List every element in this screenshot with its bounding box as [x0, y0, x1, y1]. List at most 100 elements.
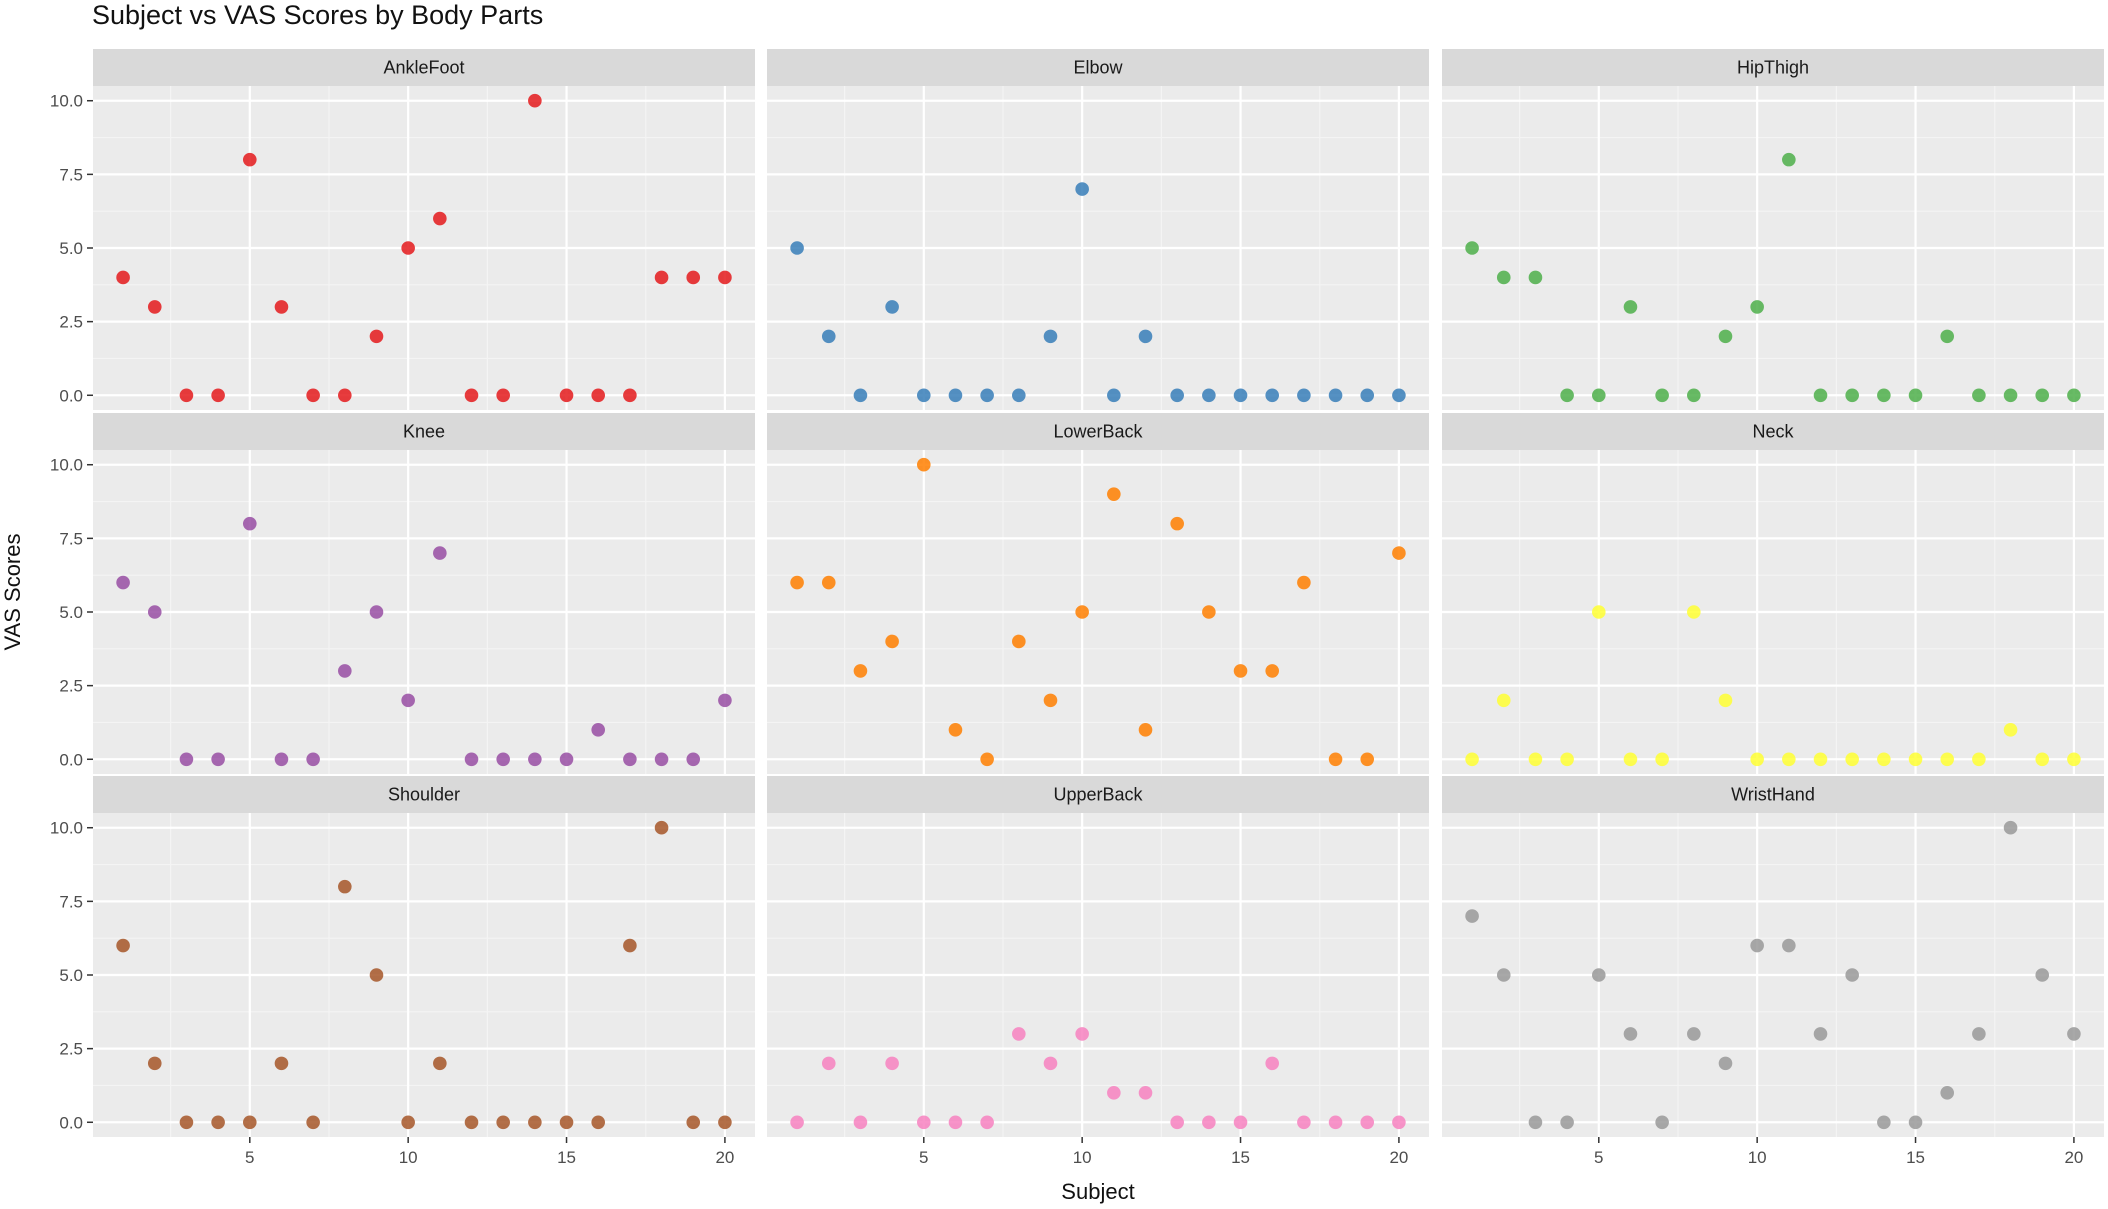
data-point-hipthigh — [1782, 152, 1796, 167]
data-point-wristhand — [1940, 1086, 1955, 1100]
data-point-shoulder — [718, 1115, 732, 1130]
data-point-hipthigh — [1972, 388, 1986, 403]
data-point-shoulder — [654, 820, 669, 835]
data-point-wristhand — [1687, 1027, 1701, 1041]
data-point-wristhand — [1750, 938, 1764, 953]
data-point-shoulder — [242, 1115, 257, 1130]
data-point-lowerback — [1392, 546, 1406, 560]
y-tick-label: 7.5 — [59, 892, 83, 911]
facet-label-anklefoot: AnkleFoot — [383, 58, 464, 78]
data-point-knee — [559, 752, 574, 767]
data-point-knee — [433, 546, 447, 560]
facet-strip-wristhand — [1442, 776, 2104, 813]
data-point-hipthigh — [2003, 388, 2018, 403]
y-tick-label: 7.5 — [59, 165, 83, 184]
data-point-neck — [2035, 752, 2050, 767]
data-point-knee — [623, 752, 637, 767]
data-point-wristhand — [1465, 909, 1479, 923]
data-point-neck — [1908, 752, 1923, 767]
data-point-upperback — [885, 1056, 899, 1071]
data-point-neck — [1750, 752, 1764, 767]
data-point-knee — [306, 752, 320, 767]
data-point-shoulder — [147, 1056, 162, 1071]
data-point-shoulder — [338, 879, 352, 894]
data-point-upperback — [1012, 1027, 1026, 1041]
x-tick-label: 10 — [1748, 1148, 1767, 1167]
data-point-neck — [1465, 752, 1479, 767]
data-point-hipthigh — [1465, 241, 1479, 255]
data-point-wristhand — [1845, 968, 1859, 982]
y-tick-label: 2.5 — [59, 1040, 83, 1059]
data-point-upperback — [1138, 1086, 1153, 1100]
data-point-hipthigh — [1813, 388, 1828, 403]
data-point-upperback — [1297, 1115, 1311, 1130]
data-point-hipthigh — [1496, 270, 1511, 285]
data-point-shoulder — [464, 1115, 479, 1130]
data-point-wristhand — [1782, 938, 1796, 953]
data-point-lowerback — [1265, 664, 1280, 678]
data-point-upperback — [1392, 1115, 1406, 1130]
data-point-knee — [591, 723, 606, 737]
facet-strip-knee — [93, 413, 755, 450]
y-tick-label: 10.0 — [50, 456, 83, 475]
data-point-anklefoot — [496, 388, 510, 403]
chart-title: Subject vs VAS Scores by Body Parts — [92, 0, 544, 30]
data-point-knee — [116, 575, 130, 590]
data-point-upperback — [1233, 1115, 1248, 1130]
data-point-anklefoot — [464, 388, 479, 403]
data-point-elbow — [1392, 388, 1406, 403]
data-point-hipthigh — [1845, 388, 1859, 403]
data-point-anklefoot — [116, 270, 130, 285]
x-tick-label: 20 — [715, 1148, 734, 1167]
data-point-wristhand — [2035, 968, 2050, 982]
data-point-hipthigh — [1877, 388, 1891, 403]
data-point-wristhand — [1496, 968, 1511, 982]
data-point-elbow — [1170, 388, 1184, 403]
data-point-wristhand — [2067, 1027, 2081, 1041]
data-point-neck — [1877, 752, 1891, 767]
data-point-elbow — [1202, 388, 1216, 403]
data-point-lowerback — [1012, 634, 1026, 649]
data-point-anklefoot — [591, 388, 606, 403]
x-tick-label: 15 — [1231, 1148, 1250, 1167]
data-point-lowerback — [980, 752, 994, 767]
x-tick-label: 15 — [557, 1148, 576, 1167]
data-point-elbow — [1265, 388, 1280, 403]
x-tick-label: 20 — [2064, 1148, 2083, 1167]
data-point-wristhand — [1655, 1115, 1669, 1130]
data-point-anklefoot — [401, 241, 415, 255]
data-point-neck — [1591, 605, 1606, 619]
data-point-lowerback — [1107, 487, 1121, 501]
data-point-hipthigh — [1560, 388, 1574, 403]
data-point-lowerback — [821, 575, 836, 590]
data-point-elbow — [790, 241, 804, 255]
data-point-anklefoot — [211, 388, 225, 403]
data-point-knee — [338, 664, 352, 678]
y-tick-label: 5.0 — [59, 239, 83, 258]
data-point-lowerback — [916, 457, 931, 472]
data-point-shoulder — [686, 1115, 701, 1130]
data-point-elbow — [1138, 329, 1153, 344]
data-point-anklefoot — [306, 388, 320, 403]
data-point-elbow — [885, 300, 899, 314]
data-point-anklefoot — [686, 270, 701, 285]
data-point-shoulder — [369, 968, 384, 982]
x-axis-title: Subject — [1061, 1179, 1134, 1204]
data-point-neck — [1623, 752, 1638, 767]
data-point-anklefoot — [528, 93, 542, 108]
data-point-elbow — [1107, 388, 1121, 403]
facet-label-neck: Neck — [1752, 422, 1794, 442]
facet-label-knee: Knee — [403, 422, 445, 442]
data-point-upperback — [1265, 1056, 1280, 1071]
y-tick-label: 2.5 — [59, 677, 83, 696]
data-point-lowerback — [790, 575, 804, 590]
x-tick-label: 5 — [245, 1148, 254, 1167]
data-point-shoulder — [179, 1115, 194, 1130]
data-point-knee — [718, 693, 732, 708]
data-point-neck — [2067, 752, 2081, 767]
data-point-upperback — [790, 1115, 804, 1130]
data-point-lowerback — [1075, 605, 1089, 619]
facet-strip-anklefoot — [93, 49, 755, 86]
